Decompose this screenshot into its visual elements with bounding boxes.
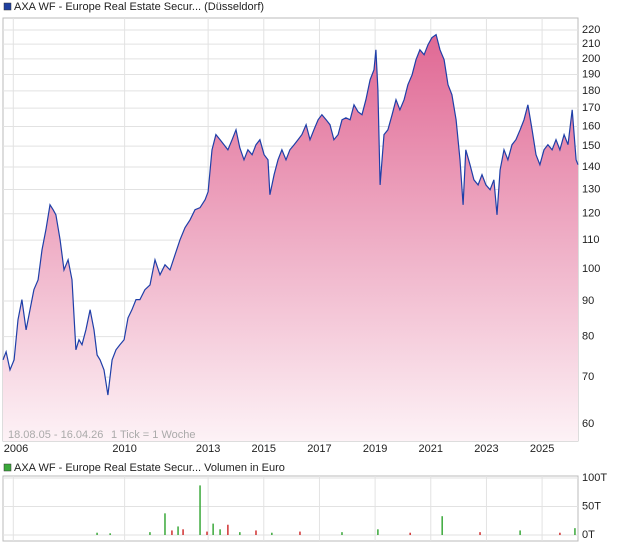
volume-bar xyxy=(212,523,214,535)
x-tick-label: 2006 xyxy=(4,443,28,455)
y-tick-label: 70 xyxy=(582,371,594,383)
y-tick-label: 100T xyxy=(582,472,607,484)
chart-title: AXA WF - Europe Real Estate Secur... Vol… xyxy=(14,462,285,474)
y-tick-label: 80 xyxy=(582,331,594,343)
volume-bar xyxy=(182,529,184,535)
y-tick-label: 210 xyxy=(582,38,600,50)
volume-bar xyxy=(341,532,343,535)
x-tick-label: 2023 xyxy=(474,443,498,455)
y-tick-label: 170 xyxy=(582,102,600,114)
y-tick-label: 140 xyxy=(582,161,600,173)
volume-bar xyxy=(574,528,576,535)
y-tick-label: 50T xyxy=(582,500,601,512)
x-tick-label: 2015 xyxy=(252,443,276,455)
volume-bar xyxy=(479,532,481,535)
x-tick-label: 2025 xyxy=(530,443,554,455)
volume-bar xyxy=(149,532,151,535)
plot-frame xyxy=(2,475,579,542)
x-tick-label: 2013 xyxy=(196,443,220,455)
x-tick-label: 2019 xyxy=(363,443,387,455)
volume-bar xyxy=(219,529,221,535)
volume-bar xyxy=(171,530,173,535)
x-tick-label: 2017 xyxy=(307,443,331,455)
area-fill xyxy=(3,34,578,441)
y-tick-label: 60 xyxy=(582,418,594,430)
date-range: 18.08.05 - 16.04.26 xyxy=(8,429,103,441)
volume-bar xyxy=(109,533,111,535)
volume-bar xyxy=(206,531,208,535)
y-tick-label: 220 xyxy=(582,24,600,36)
volume-bar xyxy=(177,526,179,535)
volume-bar xyxy=(199,485,201,535)
y-tick-label: 160 xyxy=(582,120,600,132)
volume-bar xyxy=(299,531,301,535)
y-tick-label: 150 xyxy=(582,140,600,152)
legend-swatch xyxy=(3,2,12,11)
y-tick-label: 100 xyxy=(582,263,600,275)
price-line xyxy=(2,33,579,396)
y-tick-label: 200 xyxy=(582,53,600,65)
legend-swatch xyxy=(3,463,12,472)
volume-bar xyxy=(409,532,411,535)
y-tick-label: 90 xyxy=(582,295,594,307)
volume-bar xyxy=(377,529,379,535)
chart-title: AXA WF - Europe Real Estate Secur... (Dü… xyxy=(14,1,264,13)
volume-bar xyxy=(271,532,273,535)
volume-bar xyxy=(255,530,257,535)
y-tick-label: 120 xyxy=(582,208,600,220)
volume-bar xyxy=(239,532,241,535)
x-tick-label: 2010 xyxy=(112,443,136,455)
volume-bar xyxy=(164,513,166,535)
x-tick-label: 2021 xyxy=(419,443,443,455)
volume-bar xyxy=(227,524,229,535)
y-tick-label: 0T xyxy=(582,529,595,541)
volume-bar xyxy=(441,516,443,535)
y-tick-label: 130 xyxy=(582,183,600,195)
volume-bar xyxy=(559,532,561,535)
volume-bar xyxy=(96,532,98,535)
volume-bar xyxy=(519,530,521,535)
y-tick-label: 190 xyxy=(582,68,600,80)
tick-info: 1 Tick = 1 Woche xyxy=(111,429,195,441)
y-tick-label: 180 xyxy=(582,85,600,97)
y-tick-label: 110 xyxy=(582,234,600,246)
